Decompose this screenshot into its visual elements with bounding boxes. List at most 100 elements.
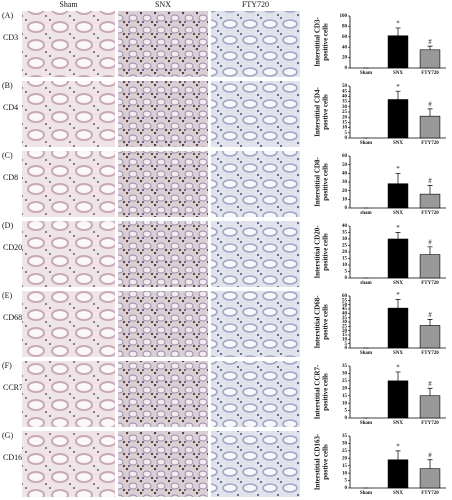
error-bar — [427, 319, 433, 326]
y-tick-label: 80 — [342, 25, 348, 30]
error-bar — [395, 450, 401, 460]
histology-image — [118, 11, 208, 77]
histology-image — [118, 291, 208, 357]
panel-label: (B) — [2, 81, 13, 90]
y-tick-label: 15 — [342, 394, 348, 399]
histology-image — [118, 431, 208, 497]
y-axis-label: Interstitial CD68- — [314, 295, 322, 349]
y-tick-label: 15 — [342, 333, 348, 338]
y-tick-label: 25 — [342, 244, 348, 249]
bar — [387, 307, 409, 349]
y-tick-label: 30 — [342, 180, 348, 185]
histology-image — [118, 81, 208, 147]
x-tick-label: FTY720 — [421, 211, 439, 216]
error-bar — [395, 232, 401, 239]
y-tick-label: 0 — [345, 276, 348, 281]
significance-mark: * — [396, 165, 400, 173]
histology-image — [22, 81, 115, 147]
y-tick-label: 15 — [342, 464, 348, 469]
error-bar — [395, 172, 401, 184]
bar — [387, 183, 409, 209]
panel-label: (F) — [2, 361, 12, 370]
y-tick-label: 40 — [342, 171, 348, 176]
x-tick-label: Sham — [360, 351, 373, 356]
y-axis-label: Interstitial CD20- — [314, 225, 322, 279]
y-tick-label: 50 — [342, 303, 348, 308]
row-label: CD163 — [3, 453, 26, 462]
y-tick-label: 35 — [342, 100, 348, 105]
y-tick-label: 20 — [342, 56, 348, 61]
error-bar — [427, 246, 433, 255]
histology-image — [22, 431, 115, 497]
bar — [419, 115, 441, 139]
y-tick-label: 5 — [345, 270, 348, 275]
histology-image — [211, 431, 300, 497]
y-tick-label: 25 — [342, 110, 348, 115]
significance-mark: # — [428, 100, 432, 108]
y-tick-label: 60 — [342, 35, 348, 40]
y-axis-label: postive cells — [322, 94, 330, 130]
histology-image — [211, 11, 300, 77]
y-tick-label: 10 — [342, 126, 348, 131]
y-tick-label: 40 — [342, 311, 348, 316]
error-bar — [427, 387, 433, 396]
x-tick-label: FTY720 — [421, 491, 439, 496]
y-tick-label: 20 — [342, 250, 348, 255]
error-bar — [395, 371, 401, 381]
histology-image — [211, 291, 300, 357]
histology-image — [118, 221, 208, 287]
bar — [419, 395, 441, 419]
y-tick-label: 20 — [342, 189, 348, 194]
y-axis-label: positive cells — [322, 233, 330, 271]
histology-image — [118, 361, 208, 427]
y-tick-label: 40 — [342, 224, 348, 229]
y-tick-label: 45 — [342, 89, 348, 94]
y-axis-label: Interstitial CCR7- — [314, 364, 322, 419]
histology-image — [211, 221, 300, 287]
error-bar — [427, 108, 433, 117]
x-tick-label: SNX — [393, 141, 403, 146]
y-tick-label: 10 — [342, 263, 348, 268]
x-tick-label: FTY720 — [421, 351, 439, 356]
significance-mark: * — [396, 291, 400, 299]
histology-image — [211, 151, 300, 217]
row-label: CD4 — [3, 103, 18, 112]
y-tick-label: 10 — [342, 471, 348, 476]
significance-mark: * — [396, 364, 400, 372]
panel-label: (A) — [2, 11, 13, 20]
bar — [419, 49, 441, 69]
significance-mark: # — [428, 177, 432, 185]
x-tick-label: Sham — [360, 491, 373, 496]
y-tick-label: 0 — [345, 346, 348, 351]
significance-mark: * — [396, 442, 400, 450]
error-bar — [427, 45, 433, 50]
y-axis-label: positive cells — [322, 373, 330, 411]
y-tick-label: 30 — [342, 372, 348, 377]
x-tick-label: sham — [360, 281, 372, 286]
panel-label: (G) — [2, 431, 13, 440]
y-axis-label: positive cells — [322, 23, 330, 61]
y-tick-label: 0 — [345, 416, 348, 421]
bar — [387, 459, 409, 489]
significance-mark: # — [428, 238, 432, 246]
x-tick-label: Sham — [360, 141, 373, 146]
y-tick-label: 5 — [345, 409, 348, 414]
histology-image — [211, 361, 300, 427]
y-tick-label: 20 — [342, 386, 348, 391]
y-axis-label: Interstitial CD4- — [314, 87, 322, 137]
x-tick-label: SNX — [393, 211, 403, 216]
y-axis-label: Interstitial CD3- — [314, 17, 322, 67]
y-tick-label: 0 — [345, 136, 348, 141]
y-tick-label: 50 — [342, 163, 348, 168]
x-tick-label: Sham — [360, 421, 373, 426]
y-tick-label: 0 — [345, 66, 348, 71]
y-tick-label: 30 — [342, 237, 348, 242]
significance-mark: # — [428, 380, 432, 388]
significance-mark: * — [396, 224, 400, 232]
row-label: CD68 — [3, 313, 22, 322]
x-tick-label: FTY720 — [421, 141, 439, 146]
y-tick-label: 40 — [342, 45, 348, 50]
bar — [387, 99, 409, 139]
bar — [419, 325, 441, 349]
